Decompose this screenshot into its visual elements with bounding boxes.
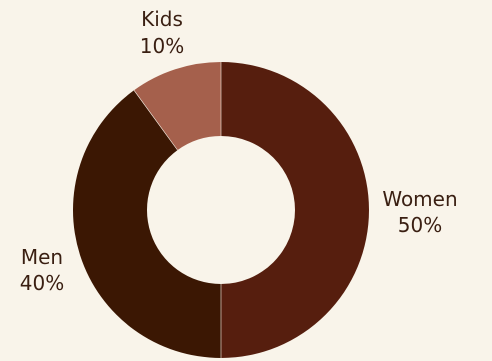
slice-label-women: Women xyxy=(382,187,457,211)
slice-women xyxy=(221,62,369,358)
labels-group: Women 50% Men 40% Kids 10% xyxy=(20,7,458,295)
slice-value-kids: 10% xyxy=(140,34,184,58)
slice-value-women: 50% xyxy=(398,213,442,237)
slice-label-men: Men xyxy=(21,245,63,269)
slice-separator xyxy=(133,90,178,151)
slice-men xyxy=(72,90,221,358)
slice-label-kids: Kids xyxy=(141,7,183,31)
slices-group xyxy=(72,62,369,358)
slice-value-men: 40% xyxy=(20,271,64,295)
slice-kids xyxy=(134,62,221,151)
